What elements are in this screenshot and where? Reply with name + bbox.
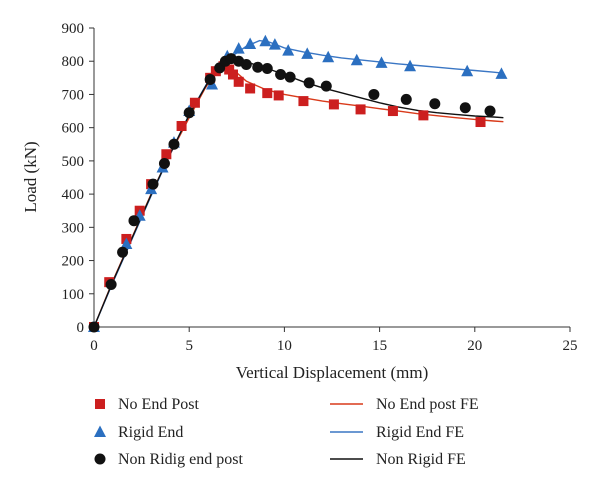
- x-tick-label: 25: [563, 338, 578, 354]
- data-point-non-ridig-end-post: [240, 59, 252, 71]
- y-ticks: 0 100 200 300 400 500 600 700 800 900: [62, 21, 94, 336]
- data-point-non-ridig-end-post: [117, 246, 129, 258]
- data-point-no-end-post: [328, 99, 339, 110]
- data-point-rigid-end: [120, 237, 133, 249]
- legend-label: Non Rigid FE: [376, 451, 466, 468]
- data-point-no-end-post: [161, 149, 172, 160]
- markers: [88, 34, 508, 333]
- x-tick-label: 15: [372, 338, 387, 354]
- data-point-non-ridig-end-post: [261, 63, 273, 75]
- data-point-non-ridig-end-post: [88, 321, 100, 333]
- legend-marker: [94, 453, 106, 465]
- y-axis-title: Load (kN): [21, 141, 40, 212]
- y-tick-label: 500: [62, 154, 85, 170]
- data-point-no-end-post: [189, 97, 200, 108]
- data-point-rigid-end: [404, 59, 417, 72]
- x-tick-label: 10: [277, 338, 292, 354]
- data-point-no-end-post: [355, 104, 366, 115]
- data-point-no-end-post: [227, 69, 238, 80]
- legend-marker: [94, 425, 106, 437]
- data-point-non-ridig-end-post: [429, 98, 441, 110]
- data-point-no-end-post: [475, 117, 486, 128]
- y-tick-label: 600: [62, 121, 85, 137]
- data-point-no-end-post: [262, 88, 273, 99]
- y-tick-label: 0: [77, 320, 85, 336]
- legend-label: Rigid End: [118, 424, 183, 441]
- data-point-rigid-end: [495, 67, 508, 79]
- data-point-no-end-post: [233, 76, 244, 87]
- data-point-non-ridig-end-post: [303, 77, 315, 89]
- y-tick-label: 200: [62, 254, 85, 270]
- data-point-no-end-post: [298, 96, 309, 107]
- data-point-rigid-end: [268, 38, 281, 50]
- data-point-rigid-end: [259, 34, 272, 47]
- y-tick-label: 900: [62, 21, 85, 37]
- x-tick-label: 20: [467, 338, 482, 354]
- data-point-non-ridig-end-post: [158, 158, 170, 170]
- data-point-rigid-end: [322, 50, 335, 63]
- data-point-rigid-end: [282, 44, 295, 56]
- data-point-no-end-post: [176, 121, 187, 132]
- data-point-non-ridig-end-post: [204, 73, 216, 85]
- data-point-non-ridig-end-post: [320, 80, 332, 92]
- data-point-rigid-end: [244, 37, 257, 49]
- data-point-no-end-post: [418, 110, 429, 121]
- data-point-no-end-post: [273, 90, 284, 101]
- x-tick-label: 0: [90, 338, 98, 354]
- data-point-non-ridig-end-post: [284, 71, 296, 83]
- data-point-rigid-end: [301, 47, 314, 59]
- x-ticks: 0 5 10 15 20 25: [90, 327, 578, 354]
- data-point-non-ridig-end-post: [168, 138, 180, 150]
- legend-label: Non Ridig end post: [118, 451, 243, 468]
- data-point-rigid-end: [461, 64, 474, 77]
- legend-label: No End Post: [118, 396, 199, 413]
- data-point-non-ridig-end-post: [400, 93, 412, 105]
- y-tick-label: 400: [62, 187, 85, 203]
- legend-marker: [95, 399, 105, 409]
- y-tick-label: 700: [62, 87, 85, 103]
- y-tick-label: 300: [62, 220, 85, 236]
- data-point-no-end-post: [387, 106, 398, 117]
- x-tick-label: 5: [185, 338, 193, 354]
- data-point-non-ridig-end-post: [484, 105, 496, 117]
- data-point-non-ridig-end-post: [147, 178, 159, 190]
- legend-label: No End post FE: [376, 396, 479, 413]
- data-point-rigid-end: [350, 53, 363, 66]
- data-point-non-ridig-end-post: [183, 107, 195, 119]
- data-point-non-ridig-end-post: [459, 102, 471, 114]
- data-point-non-ridig-end-post: [105, 278, 117, 290]
- y-tick-label: 800: [62, 54, 85, 70]
- data-point-rigid-end: [232, 42, 245, 54]
- data-point-rigid-end: [375, 56, 388, 68]
- legend-label: Rigid End FE: [376, 424, 464, 441]
- legend: No End Post Rigid End Non Ridig end post No…: [94, 396, 479, 468]
- x-axis-title: Vertical Displacement (mm): [236, 363, 429, 382]
- plot-area: 0 5 10 15 20 25 0 100 200 300 400 500 600 700 800 900: [62, 21, 578, 354]
- data-point-non-ridig-end-post: [252, 61, 264, 73]
- y-tick-label: 100: [62, 287, 85, 303]
- data-point-non-ridig-end-post: [368, 88, 380, 100]
- data-point-no-end-post: [245, 83, 256, 94]
- data-point-non-ridig-end-post: [275, 69, 287, 81]
- data-point-non-ridig-end-post: [128, 215, 140, 227]
